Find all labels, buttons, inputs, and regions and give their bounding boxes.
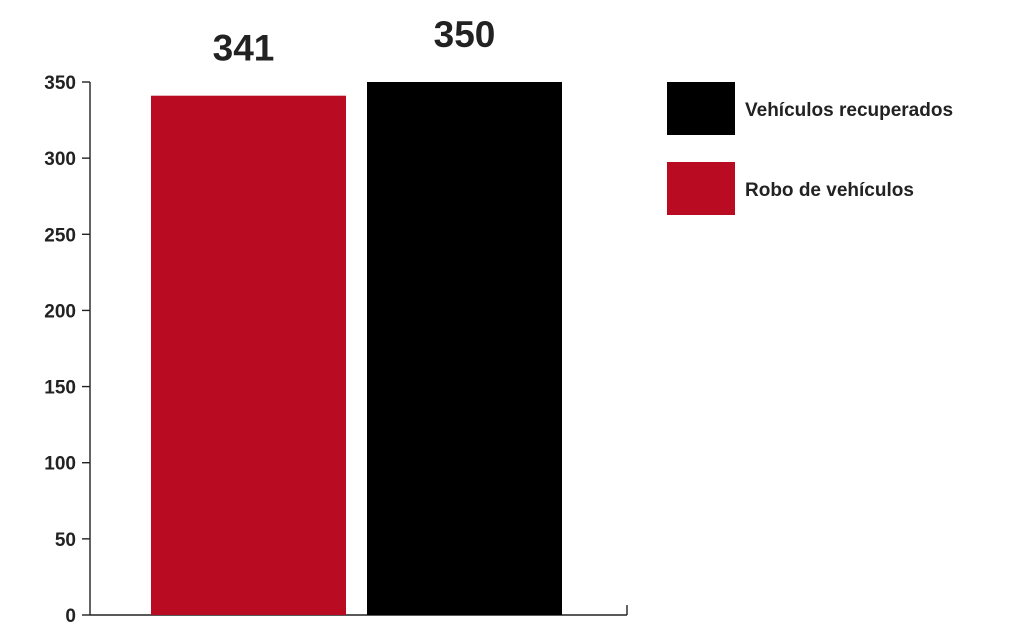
- data-labels: 341 350: [213, 14, 496, 69]
- bars: [151, 82, 562, 616]
- y-tick-label: 200: [44, 301, 76, 322]
- bar-vehiculos-recuperados: [367, 82, 562, 615]
- y-tick-label: 300: [44, 149, 76, 170]
- y-tick-label: 250: [44, 225, 76, 246]
- data-label: 350: [434, 14, 496, 55]
- bar-robo-de-vehiculos: [151, 95, 346, 616]
- legend-swatch: [667, 82, 735, 135]
- y-tick-label: 350: [44, 73, 76, 94]
- legend-label: Vehículos recuperados: [745, 100, 953, 121]
- legend-swatch: [667, 162, 735, 215]
- y-tick-label: 0: [65, 606, 76, 622]
- y-tick-label: 150: [44, 378, 76, 399]
- y-tick-label: 50: [55, 530, 76, 551]
- legend-label: Robo de vehículos: [745, 180, 914, 201]
- data-label: 341: [213, 28, 275, 69]
- legend: Vehículos recuperados Robo de vehículos: [667, 82, 953, 215]
- y-tick-label: 100: [44, 454, 76, 475]
